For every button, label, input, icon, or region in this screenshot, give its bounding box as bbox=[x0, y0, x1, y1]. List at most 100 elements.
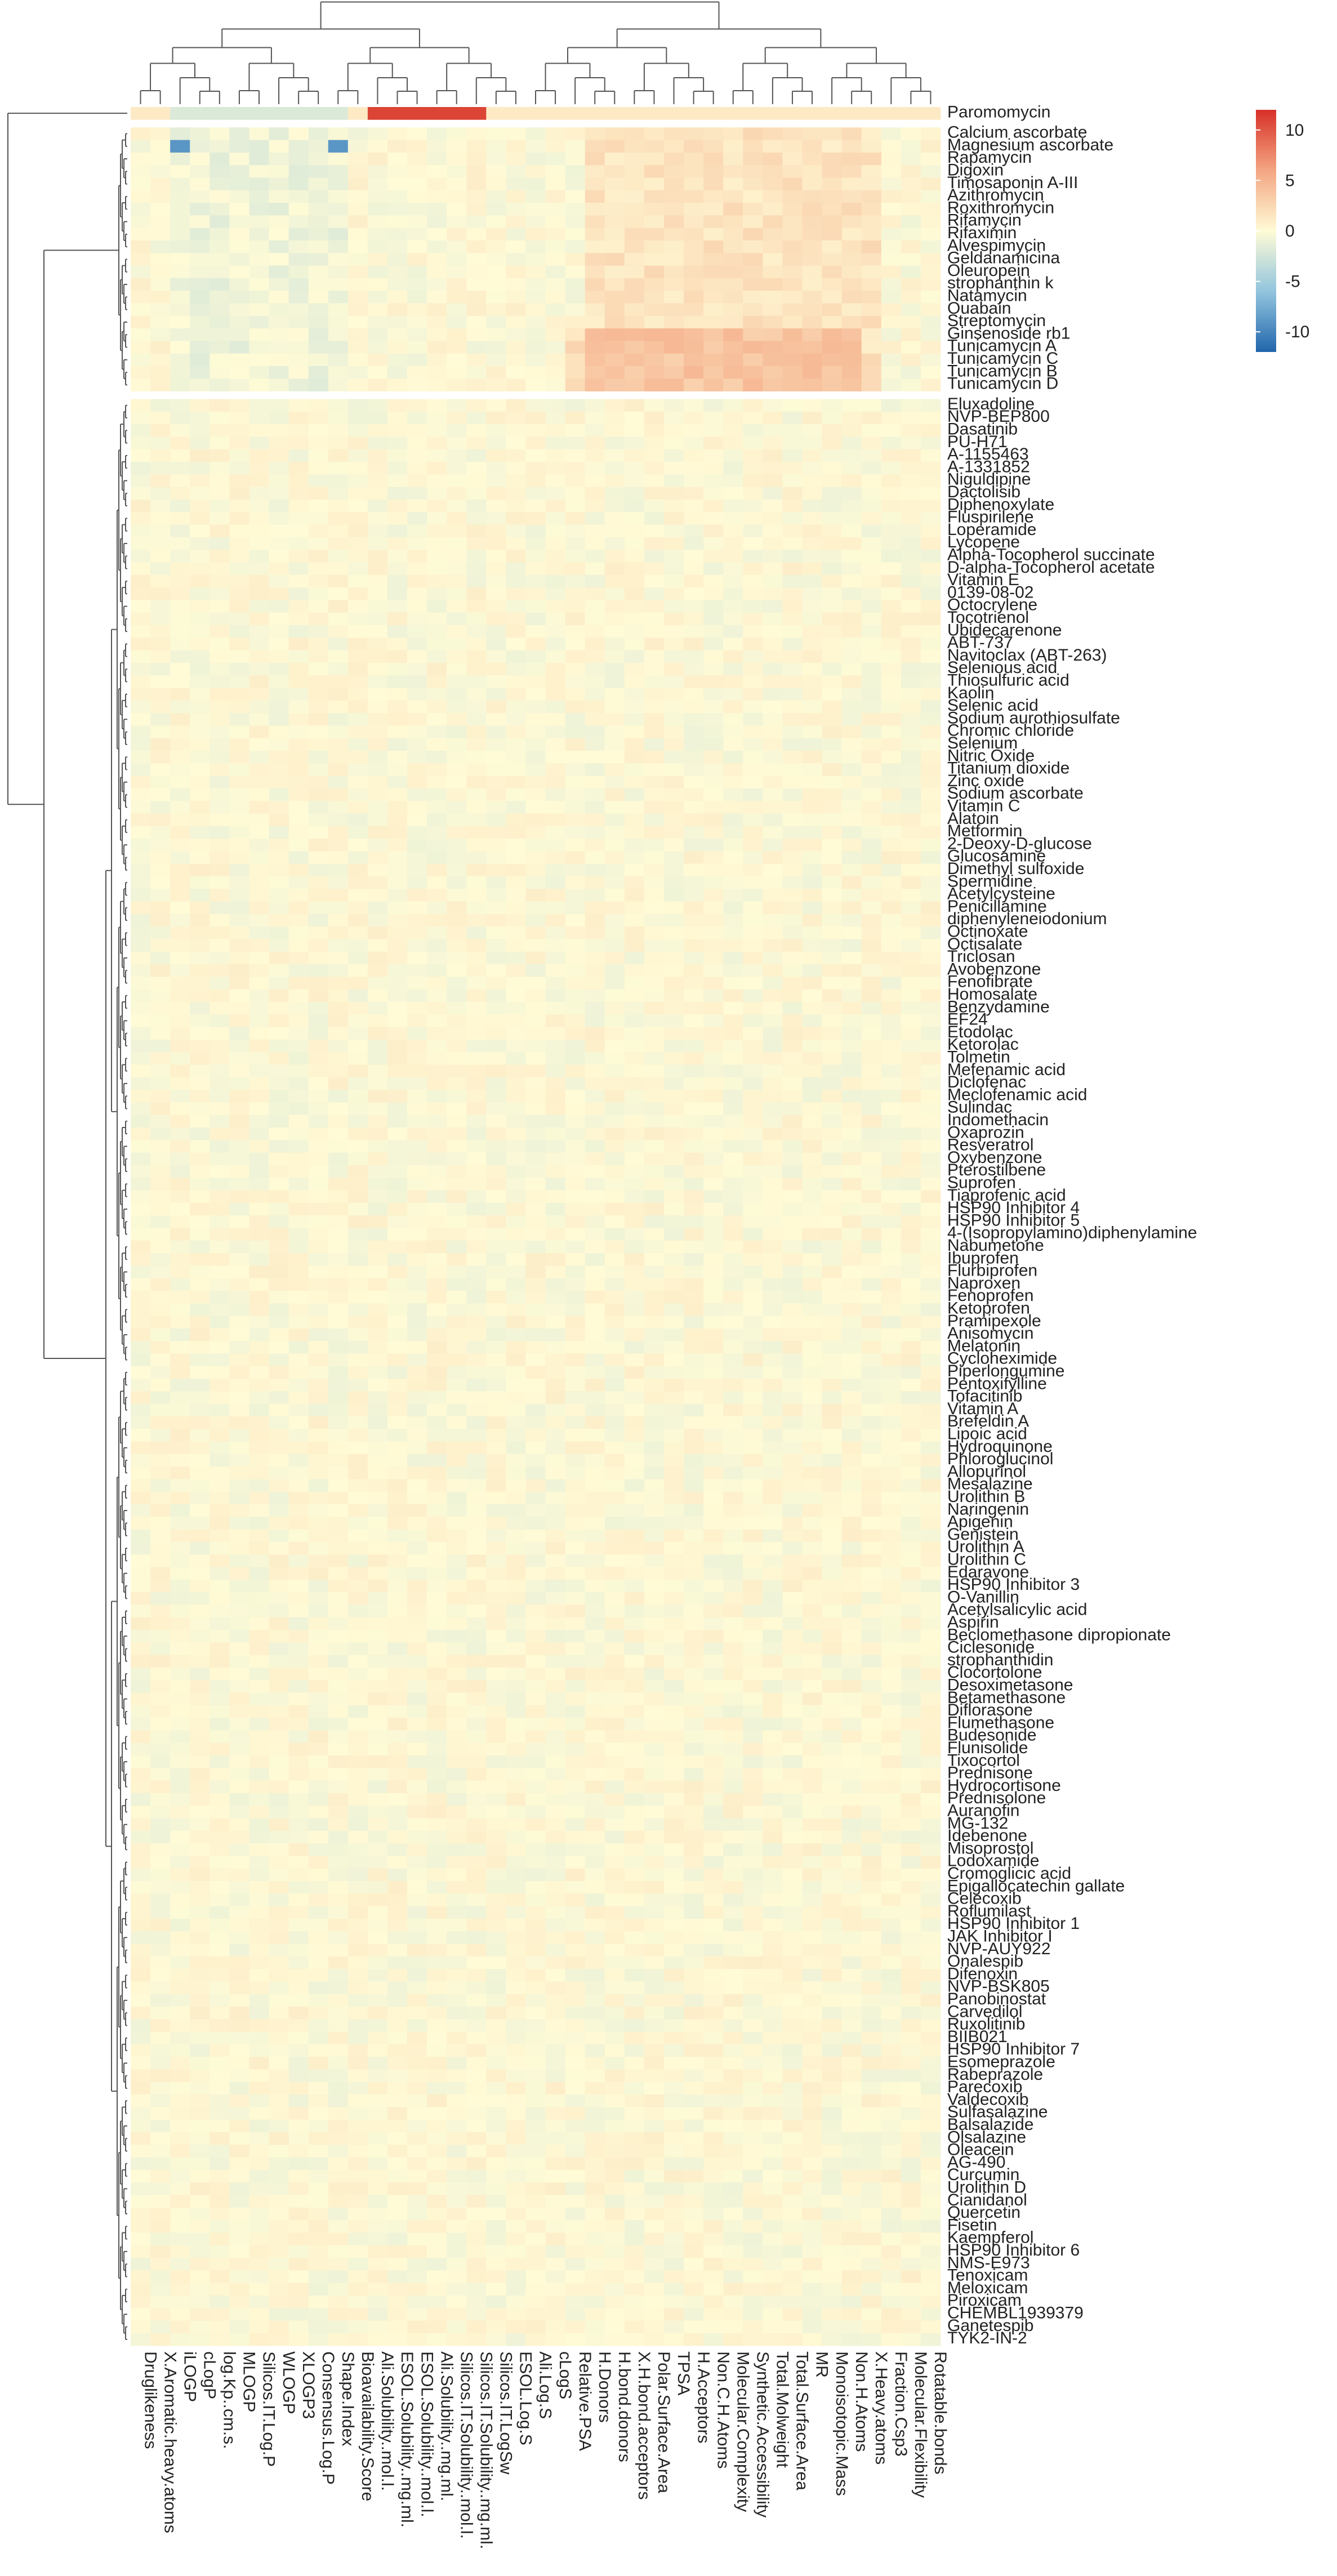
heatmap-cell bbox=[229, 688, 249, 701]
heatmap-cell bbox=[663, 291, 684, 304]
heatmap-cell bbox=[170, 1039, 190, 1053]
heatmap-cell bbox=[763, 913, 783, 927]
heatmap-cell bbox=[229, 813, 249, 827]
heatmap-cell bbox=[901, 1052, 921, 1065]
heatmap-cell bbox=[743, 1429, 763, 1442]
heatmap-cell bbox=[841, 203, 862, 216]
heatmap-cell bbox=[624, 1064, 645, 1078]
heatmap-cell bbox=[407, 341, 427, 354]
heatmap-cell bbox=[367, 1316, 388, 1329]
heatmap-cell bbox=[684, 600, 704, 613]
heatmap-cell bbox=[565, 876, 586, 889]
heatmap-cell bbox=[861, 826, 882, 839]
heatmap-cell bbox=[743, 303, 763, 317]
heatmap-cell bbox=[585, 487, 605, 500]
heatmap-cell bbox=[466, 524, 487, 538]
heatmap-cell bbox=[486, 1278, 506, 1291]
heatmap-cell bbox=[881, 500, 902, 512]
heatmap-cell bbox=[565, 951, 586, 965]
heatmap-cell bbox=[466, 1115, 487, 1128]
heatmap-cell bbox=[644, 436, 665, 450]
heatmap-cell bbox=[427, 638, 447, 650]
heatmap-cell bbox=[585, 876, 605, 889]
heatmap-cell bbox=[249, 1379, 269, 1392]
heatmap-cell bbox=[841, 550, 862, 563]
heatmap-cell bbox=[288, 562, 309, 576]
heatmap-cell bbox=[347, 1353, 368, 1367]
heatmap-cell bbox=[506, 1328, 526, 1342]
heatmap-cell bbox=[723, 901, 743, 915]
heatmap-cell bbox=[210, 107, 230, 120]
heatmap-cell bbox=[684, 1278, 704, 1291]
heatmap-cell bbox=[308, 152, 329, 166]
heatmap-cell bbox=[170, 1416, 190, 1429]
heatmap-cell bbox=[644, 140, 665, 153]
heatmap-cell bbox=[763, 203, 783, 216]
heatmap-cell bbox=[663, 889, 684, 902]
heatmap-cell bbox=[841, 788, 862, 801]
heatmap-cell bbox=[663, 315, 684, 329]
heatmap-cell bbox=[506, 1052, 526, 1065]
heatmap-cell bbox=[367, 1002, 388, 1015]
heatmap-cell bbox=[288, 913, 309, 927]
heatmap-cell bbox=[624, 399, 645, 412]
heatmap-cell bbox=[782, 1090, 803, 1103]
heatmap-cell bbox=[822, 1052, 843, 1065]
heatmap-cell bbox=[308, 328, 329, 341]
heatmap-cell bbox=[367, 228, 388, 241]
heatmap-cell bbox=[624, 751, 645, 764]
heatmap-cell bbox=[644, 550, 665, 563]
heatmap-cell bbox=[684, 951, 704, 965]
heatmap-cell bbox=[150, 424, 171, 437]
heatmap-cell bbox=[644, 1391, 665, 1404]
heatmap-cell bbox=[506, 524, 526, 538]
heatmap-cell bbox=[347, 989, 368, 1002]
heatmap-cell bbox=[644, 612, 665, 626]
heatmap-cell bbox=[170, 215, 190, 229]
heatmap-cell bbox=[861, 500, 882, 512]
heatmap-cell bbox=[288, 315, 309, 329]
heatmap-cell bbox=[723, 512, 743, 525]
heatmap-cell bbox=[881, 700, 902, 714]
heatmap-cell bbox=[486, 876, 506, 889]
heatmap-cell bbox=[841, 366, 862, 379]
heatmap-cell bbox=[170, 1140, 190, 1153]
heatmap-cell bbox=[782, 562, 803, 576]
heatmap-cell bbox=[802, 1152, 822, 1166]
heatmap-cell bbox=[684, 889, 704, 902]
heatmap-cell bbox=[328, 1353, 349, 1367]
heatmap-cell bbox=[763, 1228, 783, 1241]
heatmap-cell bbox=[802, 863, 822, 877]
heatmap-cell bbox=[131, 1178, 151, 1191]
heatmap-cell bbox=[506, 1341, 526, 1354]
heatmap-cell bbox=[703, 813, 724, 827]
heatmap-cell bbox=[347, 500, 368, 512]
heatmap-cell bbox=[525, 901, 546, 915]
heatmap-cell bbox=[347, 713, 368, 726]
heatmap-cell bbox=[367, 675, 388, 688]
heatmap-cell bbox=[841, 303, 862, 317]
heatmap-cell bbox=[387, 901, 408, 915]
heatmap-cell bbox=[743, 574, 763, 588]
heatmap-cell bbox=[249, 638, 269, 650]
heatmap-cell bbox=[920, 341, 941, 354]
heatmap-cell bbox=[525, 366, 546, 379]
heatmap-cell bbox=[387, 177, 408, 191]
heatmap-cell bbox=[703, 1115, 724, 1128]
heatmap-cell bbox=[604, 638, 625, 650]
heatmap-cell bbox=[703, 190, 724, 203]
heatmap-cell bbox=[288, 688, 309, 701]
heatmap-cell bbox=[802, 889, 822, 902]
heatmap-cell bbox=[723, 328, 743, 341]
heatmap-cell bbox=[150, 675, 171, 688]
heatmap-cell bbox=[328, 228, 349, 241]
heatmap-cell bbox=[407, 625, 427, 638]
heatmap-cell bbox=[822, 1064, 843, 1078]
heatmap-cell bbox=[565, 190, 586, 203]
heatmap-cell bbox=[585, 278, 605, 291]
heatmap-cell bbox=[525, 1416, 546, 1429]
heatmap-cell bbox=[407, 926, 427, 939]
heatmap-cell bbox=[486, 140, 506, 153]
heatmap-cell bbox=[743, 851, 763, 864]
heatmap-cell bbox=[229, 587, 249, 600]
